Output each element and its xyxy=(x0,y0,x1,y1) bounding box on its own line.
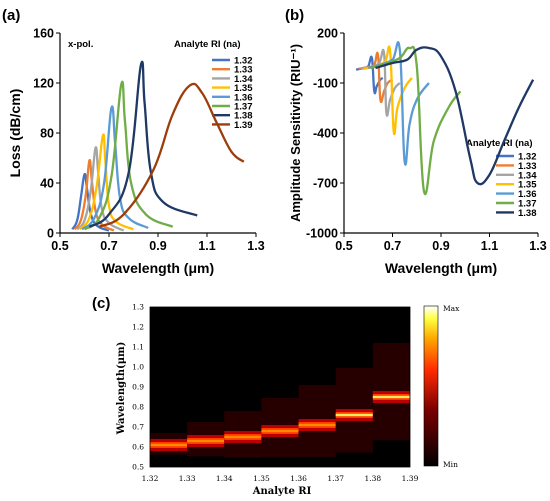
series-line-1.38 xyxy=(88,60,198,228)
x-tick-label: 1.32 xyxy=(142,474,159,483)
x-tick-label: 0.9 xyxy=(149,239,166,253)
heatmap-cell-peak xyxy=(261,429,299,433)
y-tick-label: 1.3 xyxy=(132,303,144,312)
x-tick-label: 0.5 xyxy=(335,239,352,253)
ylabel-a: Loss (dB/cm) xyxy=(7,89,23,178)
ylabel-c: Wavelength(μm) xyxy=(116,342,127,436)
legend-title-a: Analyte RI (na) xyxy=(174,39,241,50)
y-tick-label: 0 xyxy=(47,227,54,241)
panel-label-b: (b) xyxy=(285,7,304,24)
y-tick-label: 0.5 xyxy=(132,463,144,472)
ylabel-b: Amplitude Sensitivity (RIU⁻¹) xyxy=(288,44,303,222)
legend-label-1.34: 1.34 xyxy=(518,170,537,181)
series-line-1.38 xyxy=(375,46,535,186)
y-tick-label: -1000 xyxy=(306,227,338,241)
legend-label-1.37: 1.37 xyxy=(518,199,537,210)
heatmap-cell-peak xyxy=(187,439,225,443)
x-tick-label: 1.1 xyxy=(198,239,215,253)
y-tick-label: 0.8 xyxy=(132,403,144,412)
colorbar-max-label: Max xyxy=(443,304,460,313)
y-tick-label: 0.9 xyxy=(132,383,144,392)
x-tick-label: 1.37 xyxy=(327,474,344,483)
y-tick-label: 200 xyxy=(317,27,338,41)
colorbar xyxy=(423,305,439,467)
legend-title-b: Analyte RI (na) xyxy=(466,138,533,149)
y-tick-label: 80 xyxy=(40,127,54,141)
x-tick-label: 1.36 xyxy=(290,474,307,483)
heatmap-cell-peak xyxy=(335,413,373,417)
x-tick-label: 1.1 xyxy=(481,239,498,253)
heatmap-cell-peak xyxy=(372,395,410,399)
series-line-1.33 xyxy=(73,158,115,232)
series-line-1.34 xyxy=(76,146,125,232)
x-tick-label: 0.5 xyxy=(51,239,68,253)
legend-label-1.32: 1.32 xyxy=(518,152,537,163)
legend-label-1.38: 1.38 xyxy=(518,208,537,219)
xlabel-b: Wavelength (μm) xyxy=(385,260,497,276)
y-tick-label: 40 xyxy=(40,177,54,191)
xlabel-a: Wavelength (μm) xyxy=(102,260,214,276)
x-tick-label: 1.3 xyxy=(247,239,264,253)
xlabel-c: Analyte RI xyxy=(252,486,312,497)
legend-label-1.38: 1.38 xyxy=(234,111,253,122)
series-line-1.39 xyxy=(98,82,245,228)
y-tick-label: -700 xyxy=(313,177,338,191)
legend-label-1.36: 1.36 xyxy=(518,189,537,200)
legend-label-1.33: 1.33 xyxy=(518,161,537,172)
x-tick-label: 1.3 xyxy=(529,239,546,253)
x-tick-label: 1.38 xyxy=(365,474,382,483)
y-tick-label: 120 xyxy=(33,77,54,91)
y-tick-label: -100 xyxy=(313,77,338,91)
legend-label-1.39: 1.39 xyxy=(234,120,253,131)
heatmap-frame xyxy=(149,306,411,468)
y-tick-label: 0.6 xyxy=(132,443,144,452)
chart-a: (a) x-pol. Analyte RI (na) Wavelength (μ… xyxy=(2,7,265,276)
annotation-xpol: x-pol. xyxy=(68,39,93,50)
chart-c: (c) Analyte RI Wavelength(μm) 1.32 1.33 1.… xyxy=(92,295,460,497)
legend-label-1.37: 1.37 xyxy=(234,102,253,113)
panel-label-a: (a) xyxy=(2,7,20,24)
series-line-1.37 xyxy=(83,80,174,231)
x-tick-label: 1.33 xyxy=(179,474,196,483)
heatmap-cell-peak xyxy=(150,443,188,447)
legend-label-1.36: 1.36 xyxy=(234,92,253,103)
x-tick-label: 1.39 xyxy=(402,474,419,483)
y-tick-label: 160 xyxy=(33,27,54,41)
heatmap-cell-peak xyxy=(298,423,336,427)
y-tick-label: 0.7 xyxy=(132,423,144,432)
x-tick-label: 0.7 xyxy=(100,239,117,253)
colorbar-min-label: Min xyxy=(443,460,458,469)
legend-label-1.35: 1.35 xyxy=(518,180,537,191)
series-line-1.37 xyxy=(370,45,462,196)
x-tick-label: 1.35 xyxy=(253,474,270,483)
x-tick-label: 1.34 xyxy=(216,474,233,483)
series-line-1.33 xyxy=(358,51,394,104)
y-tick-label: 1.1 xyxy=(132,343,144,352)
y-tick-label: 1.0 xyxy=(132,363,144,372)
legend-label-1.33: 1.33 xyxy=(234,65,253,76)
legend-label-1.35: 1.35 xyxy=(234,83,253,94)
chart-b: (b) Analyte RI (na) Wavelength (μm) Ampl… xyxy=(285,7,547,276)
legend-label-1.32: 1.32 xyxy=(234,56,253,67)
y-tick-label: -400 xyxy=(313,127,338,141)
heatmap-cell-peak xyxy=(224,435,262,439)
legend-label-1.34: 1.34 xyxy=(234,74,253,85)
y-tick-label: 1.2 xyxy=(132,323,144,332)
x-tick-label: 0.7 xyxy=(384,239,401,253)
series-line-1.36 xyxy=(81,105,149,231)
x-tick-label: 0.9 xyxy=(432,239,449,253)
panel-label-c: (c) xyxy=(92,295,110,312)
